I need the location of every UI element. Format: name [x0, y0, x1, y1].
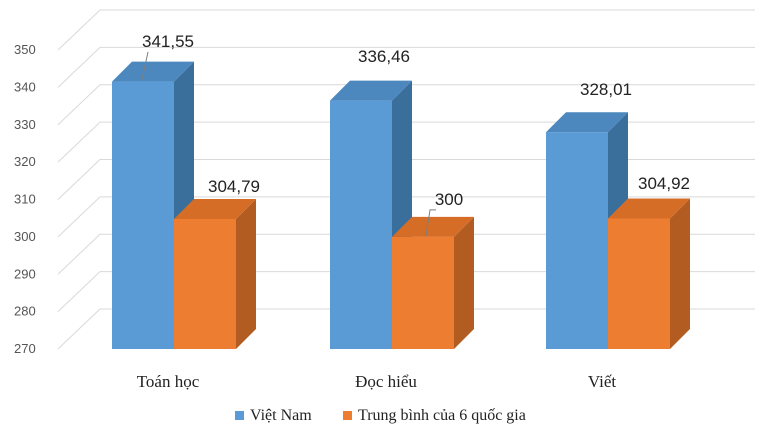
bar-side — [236, 198, 256, 349]
x-category-label: Toán học — [137, 372, 200, 391]
bar-side — [454, 216, 474, 349]
y-tick-label: 330 — [14, 117, 36, 132]
y-tick-label: 270 — [14, 341, 36, 356]
bar-top — [112, 61, 194, 82]
legend-swatch-average — [343, 411, 352, 420]
gridline — [57, 121, 755, 163]
y-tick-label: 280 — [14, 304, 36, 319]
y-tick-label: 300 — [14, 229, 36, 244]
y-tick-label: 350 — [14, 42, 36, 57]
data-label: 341,55 — [142, 32, 194, 51]
legend: Việt Nam Trung bình của 6 quốc gia — [235, 407, 526, 424]
bar-front — [330, 100, 392, 350]
data-labels: 341,55 304,79 336,46 300 328,01 304,92 — [141, 32, 690, 236]
data-label: 300 — [435, 190, 463, 209]
bar-top — [546, 112, 628, 133]
bar-front — [608, 218, 670, 349]
bars — [112, 61, 690, 350]
bar — [174, 198, 256, 349]
y-tick-label: 340 — [14, 79, 36, 94]
data-label: 336,46 — [358, 47, 410, 66]
bar-front — [112, 81, 174, 349]
gridline — [57, 9, 755, 51]
bar-front — [546, 132, 608, 349]
legend-swatch-vietnam — [235, 411, 244, 420]
gridline — [57, 271, 755, 312]
data-label: 328,01 — [580, 80, 632, 99]
grid-lines — [57, 9, 755, 350]
data-label: 304,92 — [638, 174, 690, 193]
legend-label-average: Trung bình của 6 quốc gia — [358, 407, 526, 424]
gridline — [57, 196, 755, 238]
x-category-label: Đọc hiểu — [355, 372, 417, 391]
data-label: 304,79 — [208, 177, 260, 196]
bar — [608, 198, 690, 349]
y-tick-label: 320 — [14, 154, 36, 169]
y-tick-label: 310 — [14, 192, 36, 207]
gridline — [57, 159, 755, 200]
bar-top — [174, 198, 256, 219]
bar-front — [392, 236, 454, 349]
bar-top — [608, 198, 690, 219]
legend-label-vietnam: Việt Nam — [250, 407, 312, 424]
gridline — [57, 84, 755, 126]
gridline — [57, 308, 755, 350]
leader-line — [141, 51, 149, 80]
x-axis-categories: Toán học Đọc hiểu Viết — [137, 372, 617, 391]
bar-top — [392, 216, 474, 237]
bar — [392, 216, 474, 349]
y-axis-ticks: 270 280 290 300 310 320 330 340 350 — [14, 42, 36, 356]
gridline — [57, 46, 755, 88]
bar-side — [670, 198, 690, 349]
gridline — [57, 233, 755, 275]
bar-top — [330, 80, 412, 101]
x-category-label: Viết — [588, 372, 617, 391]
leader-line — [425, 209, 436, 236]
bar-front — [174, 218, 236, 349]
y-tick-label: 290 — [14, 266, 36, 281]
